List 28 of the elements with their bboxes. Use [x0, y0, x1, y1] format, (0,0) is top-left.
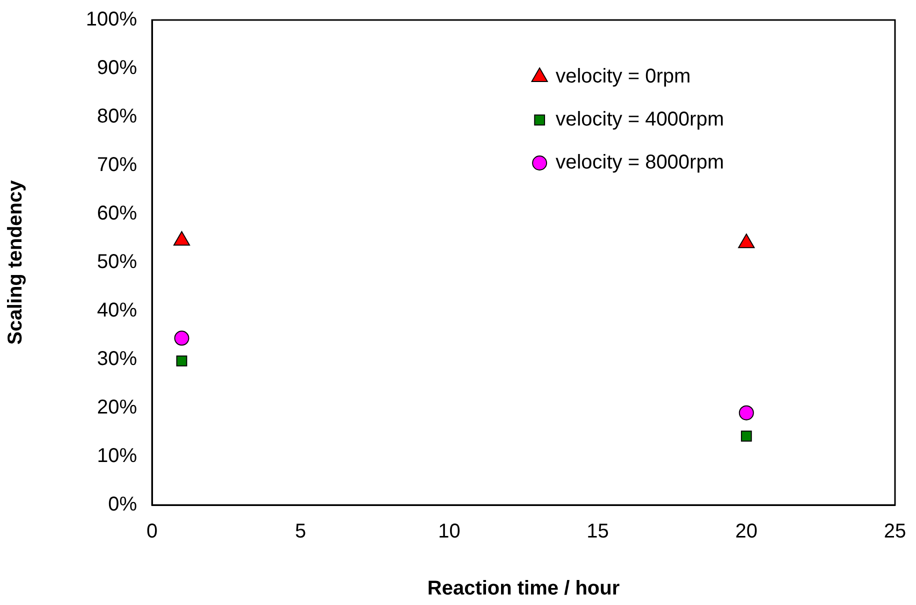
y-tick-label: 70% [96, 154, 138, 176]
x-tick-label: 5 [295, 520, 306, 543]
x-tick-label: 0 [146, 520, 158, 543]
y-tick-label: 90% [96, 57, 138, 80]
y-tick-label: 80% [96, 106, 138, 128]
legend-label: velocity = 8000rpm [556, 152, 724, 174]
y-axis-title: Scaling tendency [4, 179, 27, 345]
point [740, 430, 752, 442]
point [173, 231, 190, 246]
legend-label: velocity = 0rpm [556, 66, 691, 88]
x-tick-label: 15 [586, 520, 609, 543]
y-tick-label: 10% [96, 445, 138, 468]
legend-label: velocity = 4000rpm [556, 108, 724, 131]
point [176, 356, 188, 366]
y-tick-label: 0% [108, 494, 138, 516]
y-tick-label: 100% [86, 8, 138, 31]
x-tick-label: 25 [884, 520, 906, 543]
y-tick-label: 60% [96, 202, 138, 225]
point [174, 330, 190, 346]
x-axis-title: Reaction time / hour [427, 578, 620, 600]
y-tick-label: 30% [96, 348, 138, 370]
point [738, 234, 755, 248]
x-tick-label: 10 [438, 520, 460, 543]
y-tick-label: 50% [96, 251, 138, 274]
y-tick-label: 20% [96, 396, 138, 419]
x-tick-label: 20 [735, 520, 758, 543]
y-tick-label: 40% [96, 300, 138, 322]
point [738, 405, 754, 420]
